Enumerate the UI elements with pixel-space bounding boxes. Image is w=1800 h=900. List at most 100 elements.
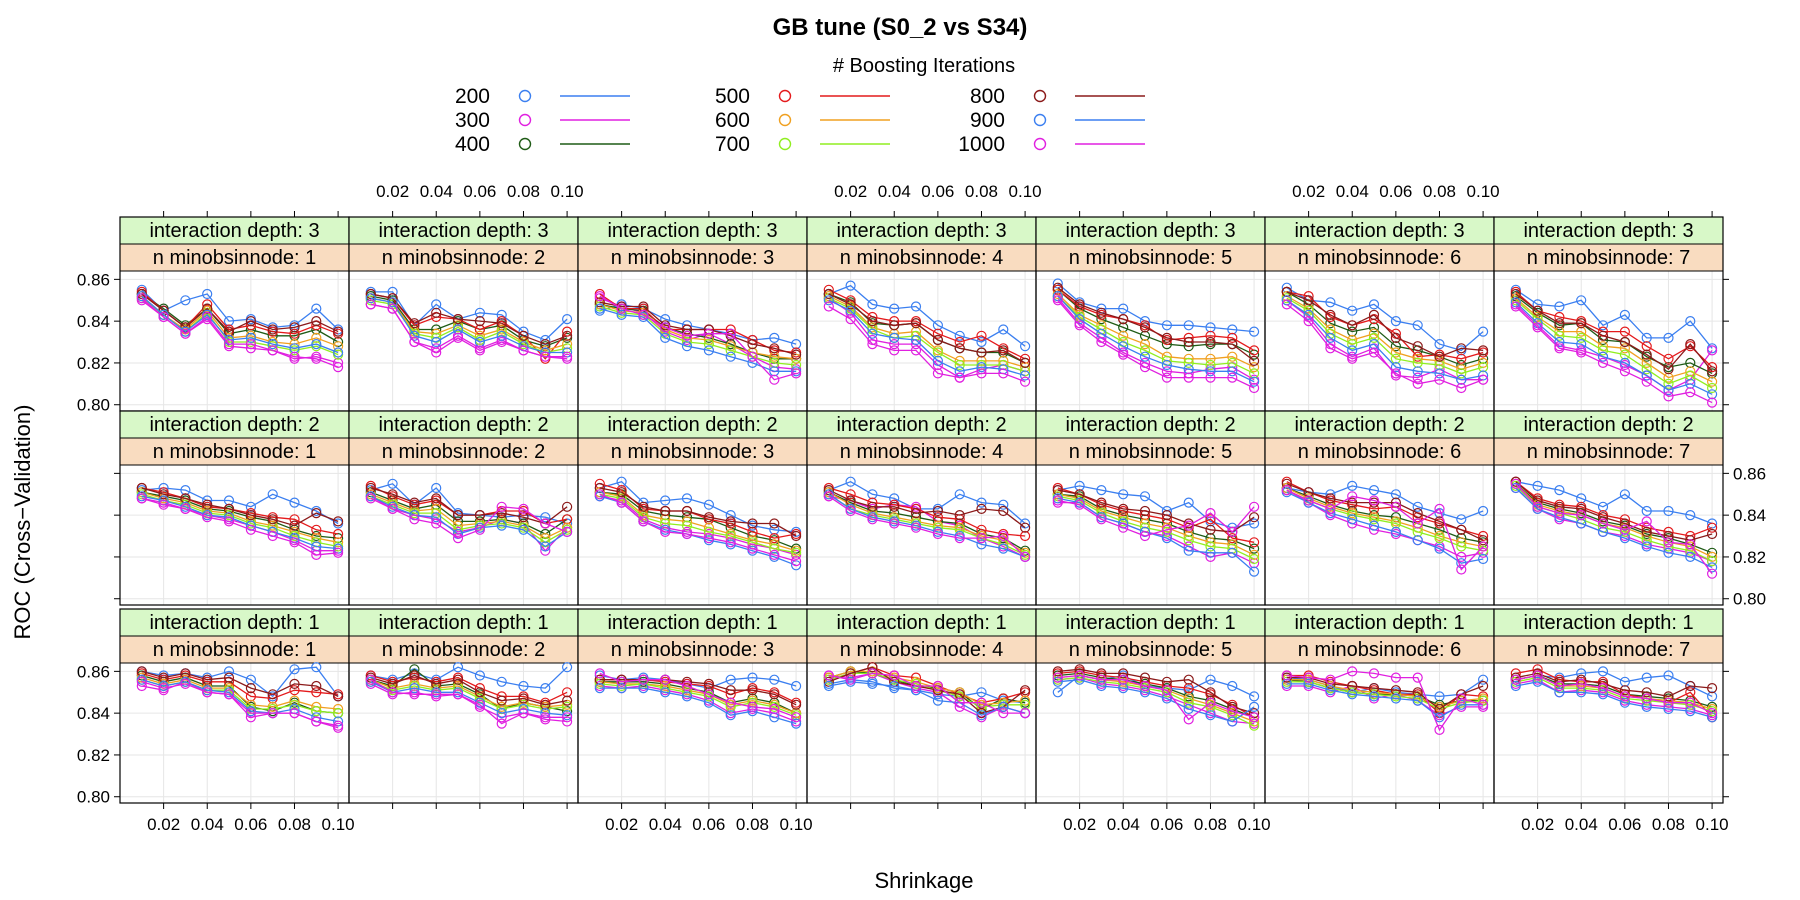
data-point	[845, 305, 856, 316]
data-point	[474, 687, 485, 698]
data-point	[1227, 526, 1238, 538]
x-tick-label: 0.08	[1194, 815, 1227, 834]
data-point	[1096, 328, 1107, 339]
data-point	[889, 320, 900, 331]
strip-minobs-value: 2	[534, 247, 545, 269]
data-point	[1706, 707, 1718, 719]
data-point	[1368, 347, 1380, 358]
data-point	[790, 359, 802, 371]
data-point	[431, 307, 442, 318]
data-point	[1641, 516, 1652, 527]
data-point	[245, 339, 256, 350]
series-line	[828, 679, 1026, 704]
data-point	[1456, 382, 1467, 394]
data-point	[1325, 493, 1336, 504]
data-point	[1641, 505, 1652, 517]
panel-border	[1493, 410, 1724, 606]
data-point	[1434, 524, 1445, 535]
strip-minobs	[348, 243, 579, 272]
series-line	[141, 491, 339, 543]
strip-minobs-prefix: n minobsinnode:	[153, 247, 305, 269]
data-point	[1706, 547, 1718, 558]
data-point	[1619, 336, 1631, 348]
series-line	[828, 289, 1026, 360]
data-point	[1412, 518, 1423, 529]
series-line	[370, 295, 568, 347]
data-point	[747, 672, 758, 683]
series-line	[370, 493, 568, 539]
series-line	[141, 487, 339, 535]
data-point	[289, 514, 300, 525]
data-point	[1325, 332, 1336, 343]
data-point	[954, 489, 965, 500]
data-point	[1118, 668, 1129, 679]
data-point	[431, 347, 442, 358]
strip-depth-label: interaction depth: 3	[378, 220, 548, 242]
strip-minobs	[119, 243, 350, 272]
series-line	[599, 483, 797, 539]
strip-depth-prefix: interaction depth:	[607, 612, 766, 634]
data-point	[387, 678, 398, 690]
strip-depth-prefix: interaction depth:	[836, 220, 995, 242]
data-point	[1597, 357, 1609, 368]
data-point	[1205, 524, 1216, 535]
data-point	[1205, 353, 1216, 364]
data-point	[1390, 672, 1402, 683]
data-point	[1510, 301, 1521, 312]
legend-symbol	[518, 137, 532, 151]
data-point	[1597, 345, 1609, 356]
data-point	[180, 493, 191, 504]
data-point	[1663, 505, 1674, 517]
data-point	[1205, 514, 1216, 525]
data-point	[202, 288, 213, 300]
series-line	[1057, 676, 1255, 725]
strip-minobs-prefix: n minobsinnode:	[1298, 639, 1450, 661]
data-point	[998, 701, 1009, 713]
data-point	[1205, 674, 1216, 685]
series-line	[599, 679, 797, 706]
data-point	[1205, 372, 1216, 383]
data-point	[333, 716, 344, 727]
data-point	[223, 495, 235, 506]
data-point	[518, 693, 529, 704]
data-point	[867, 668, 878, 679]
data-point	[867, 662, 878, 673]
y-tick-label: 0.80	[77, 396, 110, 415]
data-point	[452, 314, 464, 325]
series-line	[1057, 299, 1255, 389]
data-point	[790, 349, 802, 360]
data-point	[976, 347, 987, 358]
data-point	[267, 689, 278, 700]
data-point	[616, 309, 627, 320]
x-tick-label: 0.08	[736, 815, 769, 834]
series-line	[1057, 289, 1255, 351]
data-point	[1052, 687, 1063, 698]
strip-depth-value: 1	[537, 612, 548, 634]
data-point	[747, 543, 758, 554]
series-line	[1515, 668, 1713, 718]
data-point	[1019, 522, 1031, 533]
data-point	[1303, 295, 1314, 306]
series-line	[1286, 681, 1484, 710]
data-point	[1685, 387, 1696, 398]
data-point	[289, 497, 300, 508]
data-point	[1619, 349, 1631, 360]
data-point	[1477, 345, 1489, 356]
data-point	[1597, 320, 1609, 331]
series-line	[828, 672, 1026, 708]
series-line	[1286, 683, 1484, 719]
series-line	[141, 497, 339, 552]
data-point	[1554, 330, 1565, 341]
strip-minobs	[1035, 635, 1266, 664]
legend-entry: 800	[970, 85, 1145, 108]
strip-depth	[119, 410, 350, 439]
x-tick-label: 0.02	[1292, 182, 1325, 201]
data-point	[1161, 359, 1173, 371]
data-point	[1456, 353, 1467, 364]
data-point	[660, 314, 671, 325]
data-point	[1347, 339, 1358, 350]
series-line	[141, 291, 339, 335]
series-line	[1057, 495, 1255, 560]
strip-depth-value: 1	[1453, 612, 1464, 634]
series-line	[1515, 291, 1713, 368]
